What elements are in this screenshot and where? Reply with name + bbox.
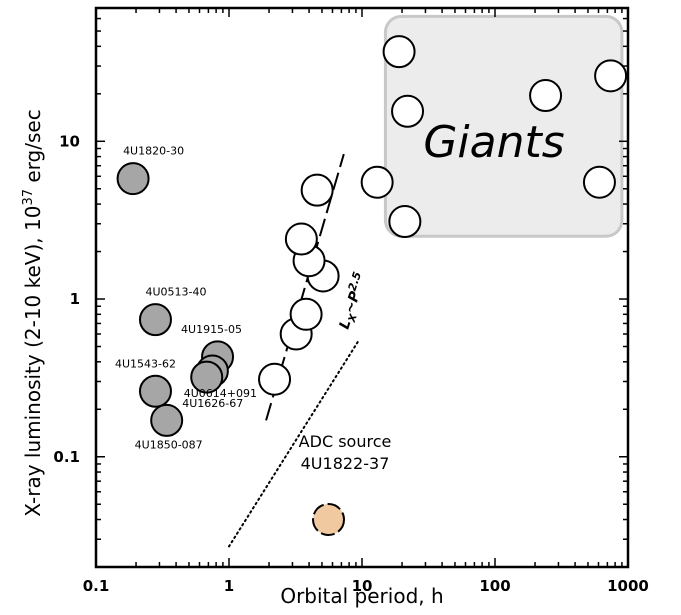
y-tick-label: 1 xyxy=(70,290,80,308)
source-label: 4U0513-40 xyxy=(145,286,206,299)
adc-source-name: 4U1822-37 xyxy=(301,454,390,473)
dotted-trend-line xyxy=(228,338,361,548)
open-point xyxy=(529,79,563,113)
source-label: 4U0614+091 xyxy=(184,387,257,400)
source-label: 4U1820-30 xyxy=(123,145,184,158)
axes: 0.1 1 10 100 1000 0.1 1 10 xyxy=(53,6,649,595)
y-axis-title-prefix: X-ray luminosity (2-10 keV), 10 xyxy=(21,206,45,517)
x-axis-title: Orbital period, h xyxy=(280,584,443,608)
gray-point xyxy=(138,374,172,408)
gray-point xyxy=(190,360,224,394)
gray-point xyxy=(150,403,184,437)
source-label: 4U1850-087 xyxy=(135,438,203,451)
source-label: 4U1543-62 xyxy=(115,357,176,370)
source-label: 4U1626-67 xyxy=(182,397,243,410)
x-tick-label: 10 xyxy=(352,577,373,595)
fit-relation-exp: 2.5 xyxy=(346,270,364,293)
open-point xyxy=(382,35,416,69)
open-point xyxy=(289,297,323,331)
x-tick-label: 1000 xyxy=(607,577,649,595)
open-point xyxy=(284,222,318,256)
open-point xyxy=(594,59,628,93)
adc-source-title: ADC source xyxy=(299,432,392,451)
x-tick-label: 0.1 xyxy=(83,577,110,595)
source-labels: 4U1820-30 4U0513-40 4U1915-05 4U1543-62 4U06… xyxy=(115,145,257,452)
open-point xyxy=(391,94,425,128)
gray-point xyxy=(116,162,150,196)
source-label: 4U1915-05 xyxy=(181,323,242,336)
y-axis-title: X-ray luminosity (2-10 keV), 1037 erg/se… xyxy=(21,109,45,516)
gray-point xyxy=(138,303,172,337)
y-tick-label: 10 xyxy=(59,132,80,150)
fit-relation-label: LX~P2.5 xyxy=(334,270,373,332)
open-point xyxy=(388,205,422,239)
x-tick-label: 100 xyxy=(479,577,510,595)
data-points xyxy=(116,35,628,537)
giants-label: Giants xyxy=(423,117,564,168)
adc-point xyxy=(312,503,346,537)
giants-region xyxy=(383,14,624,238)
y-axis-title-suffix: erg/sec xyxy=(21,109,45,189)
open-point xyxy=(300,173,334,207)
giants-box xyxy=(383,14,624,238)
open-point xyxy=(582,165,616,199)
x-tick-label: 1 xyxy=(224,577,234,595)
open-point xyxy=(360,165,394,199)
y-tick-label: 0.1 xyxy=(53,448,80,466)
y-axis-title-exp: 37 xyxy=(21,189,36,206)
fit-relation-tilde: ~P xyxy=(342,289,364,316)
open-point xyxy=(258,362,292,396)
